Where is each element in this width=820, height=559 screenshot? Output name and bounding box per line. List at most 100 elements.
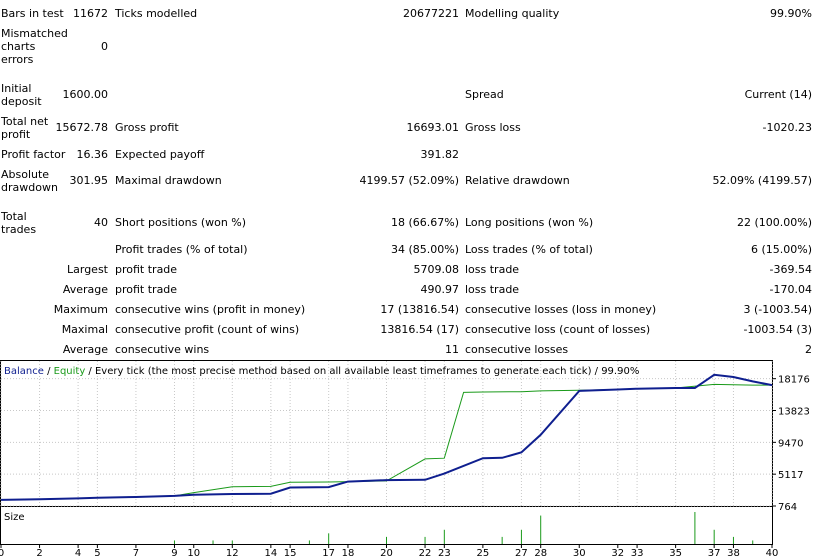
- total-trades-label: Total trades: [1, 210, 37, 236]
- legend-description: / Every tick (the most precise method ba…: [85, 366, 639, 377]
- maximal-losses-label: consecutive loss (count of losses): [465, 323, 651, 336]
- maximal-losses-value: -1003.54 (3): [743, 323, 812, 336]
- maximal-wins-label: consecutive profit (count of wins): [115, 323, 300, 336]
- maximal-drawdown-value: 4199.57 (52.09%): [359, 174, 459, 187]
- bars-in-test-value: 11672: [73, 7, 108, 20]
- gross-loss-value: -1020.23: [762, 121, 812, 134]
- x-tick-label: 25: [477, 548, 490, 559]
- x-tick-label: 5: [94, 548, 100, 559]
- maximum-wins-value: 17 (13816.54): [380, 303, 459, 316]
- size-bars: [173, 512, 754, 544]
- relative-drawdown-label: Relative drawdown: [465, 174, 570, 187]
- maximal-drawdown-label: Maximal drawdown: [115, 174, 222, 187]
- balance-line: [0, 373, 773, 501]
- x-tick-label: 22: [419, 548, 432, 559]
- x-tick-label: 17: [322, 548, 335, 559]
- maximum-losses-value: 3 (-1003.54): [743, 303, 812, 316]
- total-net-profit-value: 15672.78: [55, 121, 109, 134]
- x-tick-label: 0: [0, 548, 4, 559]
- average-profit-label: profit trade: [115, 283, 178, 296]
- x-tick-label: 35: [669, 548, 682, 559]
- x-tick-label: 7: [133, 548, 139, 559]
- largest-profit-value: 5709.08: [413, 263, 460, 276]
- x-tick-label: 14: [264, 548, 277, 559]
- x-tick-label: 32: [611, 548, 624, 559]
- balance-equity-chart: 18176 13823 9470 5117 764 0 2 4 5 7 9 10 12 14 15 17 18…: [0, 360, 810, 559]
- average-loss-value: -170.04: [769, 283, 812, 296]
- x-tick-label: 38: [727, 548, 740, 559]
- gross-profit-label: Gross profit: [115, 121, 179, 134]
- x-tick-label: 2: [36, 548, 42, 559]
- profit-trades-label: Profit trades (% of total): [115, 243, 248, 256]
- x-tick-label: 33: [631, 548, 644, 559]
- bars-in-test-label: Bars in test: [1, 7, 64, 20]
- x-tick-label: 4: [75, 548, 81, 559]
- x-tick-label: 40: [766, 548, 779, 559]
- profit-factor-value: 16.36: [76, 148, 109, 161]
- x-tick-label: 28: [534, 548, 547, 559]
- short-positions-label: Short positions (won %): [115, 216, 247, 229]
- absolute-drawdown-label: Absolute drawdown: [1, 168, 58, 194]
- gross-profit-value: 16693.01: [406, 121, 460, 134]
- x-tick-label: 23: [438, 548, 451, 559]
- mismatched-errors-value: 0: [101, 40, 108, 53]
- chart-legend: Balance / Equity / Every tick (the most …: [4, 366, 639, 377]
- x-tick-label: 37: [708, 548, 721, 559]
- absolute-drawdown-value: 301.95: [69, 174, 109, 187]
- modelling-quality-label: Modelling quality: [465, 7, 560, 20]
- y-tick-label: 9470: [778, 438, 803, 449]
- ticks-modelled-label: Ticks modelled: [115, 7, 198, 20]
- x-tick-label: 27: [515, 548, 528, 559]
- relative-drawdown-value: 52.09% (4199.57): [712, 174, 812, 187]
- maximal-wins-value: 13816.54 (17): [380, 323, 459, 336]
- modelling-quality-value: 99.90%: [770, 7, 812, 20]
- long-positions-value: 22 (100.00%): [736, 216, 812, 229]
- legend-separator: /: [44, 366, 54, 377]
- average-consec-wins-value: 11: [445, 343, 459, 356]
- largest-loss-label: loss trade: [465, 263, 520, 276]
- gross-loss-label: Gross loss: [465, 121, 521, 134]
- legend-equity: Equity: [54, 366, 86, 377]
- x-tick-label: 18: [342, 548, 355, 559]
- loss-trades-label: Loss trades (% of total): [465, 243, 593, 256]
- average-consec-losses-value: 2: [805, 343, 812, 356]
- x-tick-label: 10: [187, 548, 200, 559]
- y-axis-ticks: 18176 13823 9470 5117 764: [772, 375, 810, 513]
- maximum-wins-label: consecutive wins (profit in money): [115, 303, 306, 316]
- average-consec-wins-label: consecutive wins: [115, 343, 210, 356]
- legend-balance: Balance: [4, 366, 44, 377]
- profit-trades-value: 34 (85.00%): [390, 243, 459, 256]
- loss-trades-value: 6 (15.00%): [750, 243, 812, 256]
- size-label: Size: [4, 512, 25, 523]
- initial-deposit-label: Initial deposit: [1, 82, 42, 108]
- y-tick-label: 13823: [778, 407, 810, 418]
- expected-payoff-value: 391.82: [420, 148, 460, 161]
- spread-value: Current (14): [744, 88, 812, 101]
- average-profit-value: 490.97: [420, 283, 460, 296]
- y-tick-label: 764: [778, 502, 797, 513]
- total-net-profit-label: Total net profit: [1, 115, 49, 141]
- y-tick-label: 5117: [778, 470, 803, 481]
- spread-label: Spread: [465, 88, 504, 101]
- initial-deposit-value: 1600.00: [62, 88, 109, 101]
- long-positions-label: Long positions (won %): [465, 216, 594, 229]
- short-positions-value: 18 (66.67%): [390, 216, 459, 229]
- largest-loss-value: -369.54: [769, 263, 812, 276]
- maximum-label: Maximum: [53, 303, 108, 316]
- largest-profit-label: profit trade: [115, 263, 178, 276]
- average-loss-label: loss trade: [465, 283, 520, 296]
- mismatched-errors-label: Mismatched charts errors: [1, 27, 68, 66]
- average-label: Average: [62, 283, 108, 296]
- x-tick-label: 12: [226, 548, 239, 559]
- largest-label: Largest: [67, 263, 108, 276]
- maximal-label: Maximal: [61, 323, 108, 336]
- profit-factor-label: Profit factor: [1, 148, 66, 161]
- expected-payoff-label: Expected payoff: [115, 148, 205, 161]
- maximum-losses-label: consecutive losses (loss in money): [465, 303, 657, 316]
- average-consec-label: Average: [62, 343, 108, 356]
- x-tick-label: 15: [284, 548, 297, 559]
- x-tick-label: 20: [380, 548, 393, 559]
- x-tick-label: 30: [573, 548, 586, 559]
- chart-lines: [0, 373, 773, 501]
- x-tick-label: 9: [171, 548, 177, 559]
